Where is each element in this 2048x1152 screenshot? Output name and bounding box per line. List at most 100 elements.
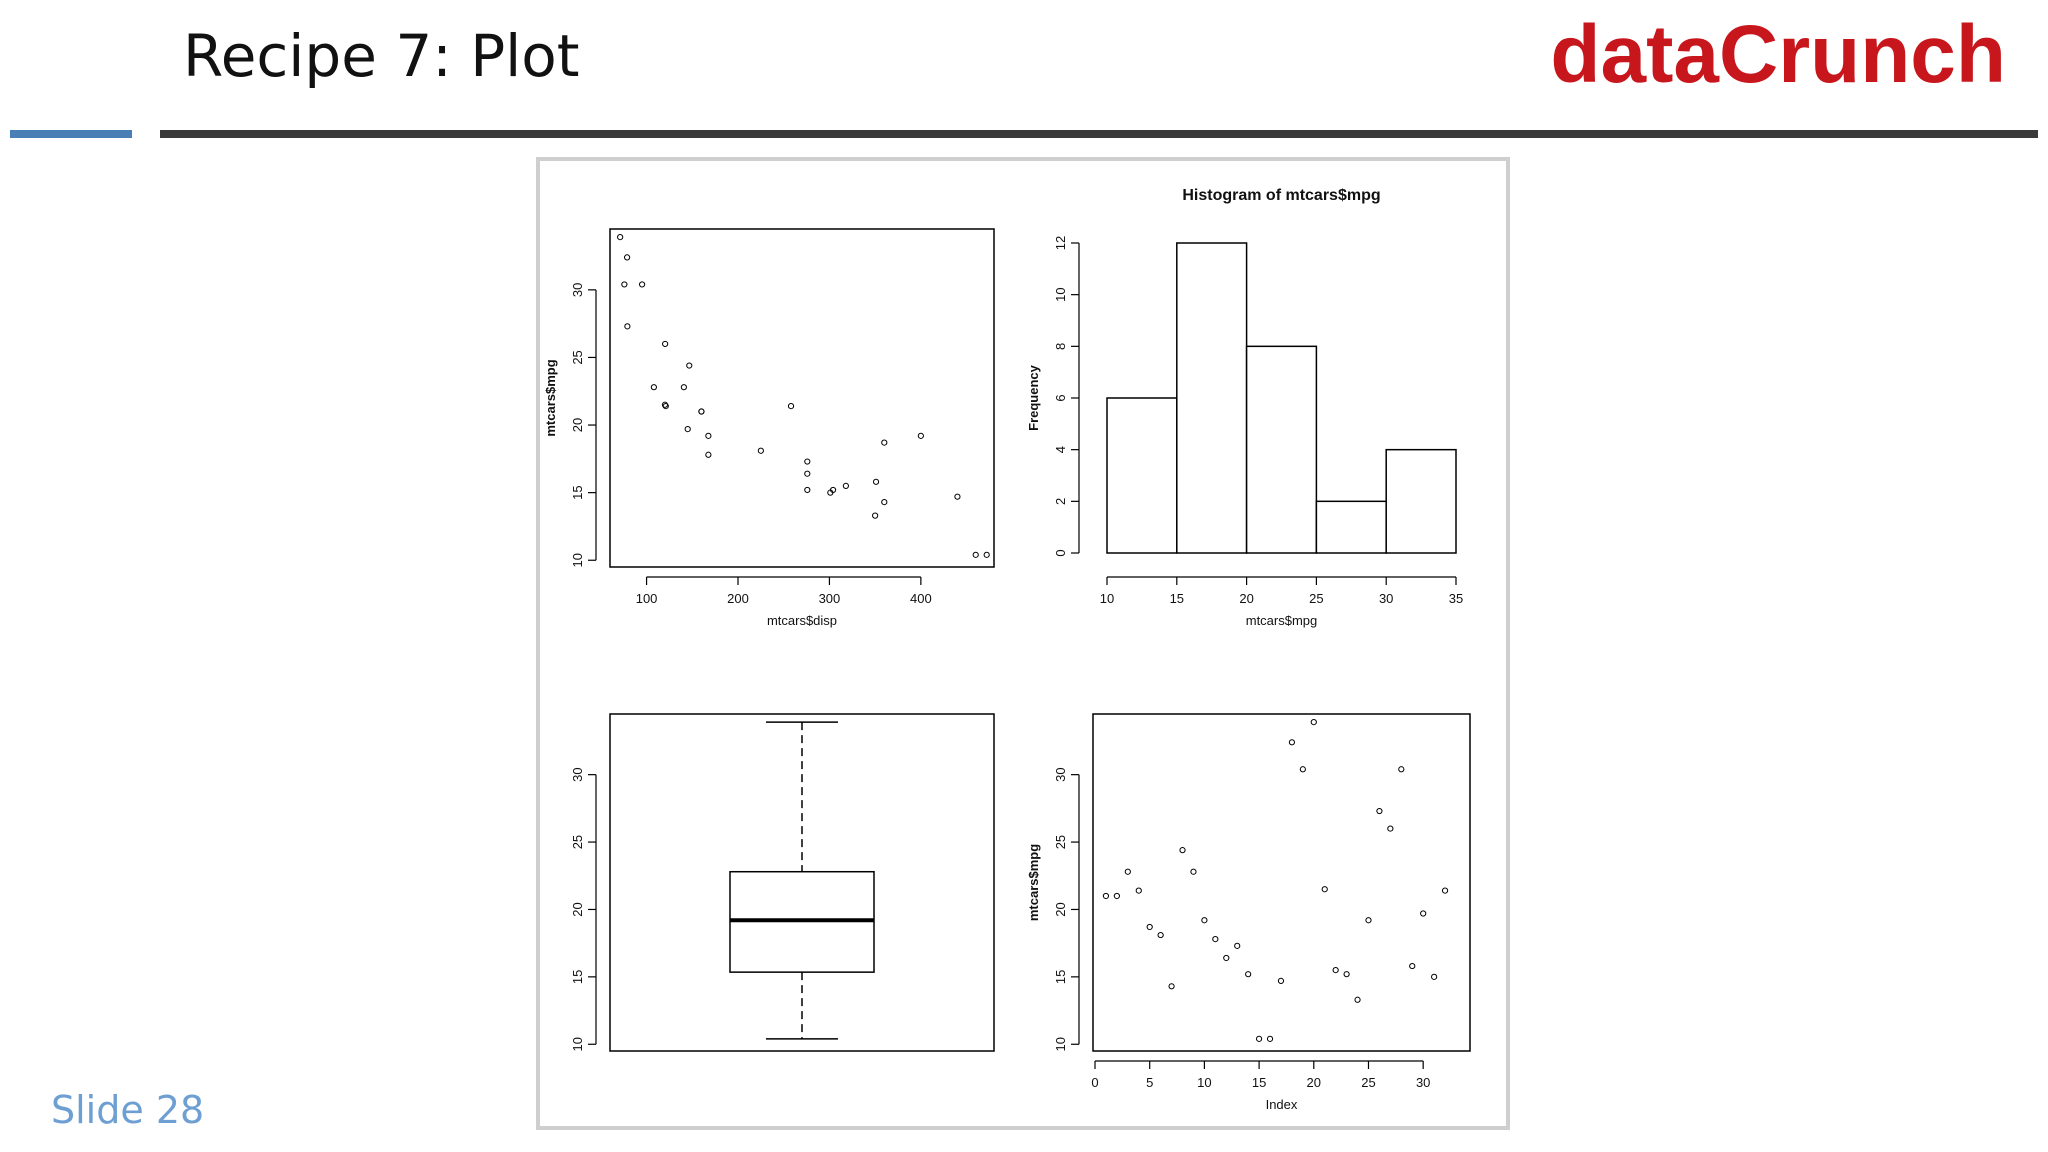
boxplot-y-tick-label: 20	[570, 902, 585, 916]
scatter-disp-point	[638, 281, 646, 288]
scatter-disp-point	[787, 403, 795, 410]
boxplot-plot-frame	[609, 713, 995, 1052]
histogram-y-tick-label: 12	[1053, 236, 1068, 250]
histogram-bar	[1106, 397, 1178, 554]
index-plot-point	[1343, 971, 1350, 978]
index-plot-x-axis-label: Index	[1266, 1097, 1298, 1112]
scatter-disp-point	[804, 470, 811, 477]
figure-canvas: 10 15 20 25 30 100 200 300 400 mtcars$disp mtcars$…	[543, 187, 1471, 1112]
index-plot-point	[1223, 954, 1230, 962]
index-plot-point	[1321, 886, 1328, 893]
scatter-disp-point	[872, 512, 879, 519]
index-plot-y-tick-label: 25	[1053, 835, 1068, 849]
histogram-x-tick-label: 20	[1239, 591, 1253, 606]
boxplot-y-tick-label: 15	[570, 970, 585, 984]
index-plot-point	[1420, 910, 1427, 917]
index-plot-point	[1190, 868, 1197, 875]
index-plot-y-tick-label: 10	[1053, 1037, 1068, 1051]
index-plot-point	[1102, 892, 1110, 900]
header-rule	[160, 130, 2038, 138]
index-plot-point	[1288, 739, 1296, 746]
index-plot-point	[1168, 983, 1175, 990]
index-plot-point	[1255, 1035, 1263, 1042]
index-plot-x-tick-label: 25	[1361, 1075, 1375, 1090]
index-plot-point	[1354, 996, 1361, 1003]
index-plot-point	[1146, 923, 1153, 931]
scatter-disp-point	[804, 486, 811, 494]
scatter-disp-point	[686, 362, 693, 369]
scatter-disp-y-tick-label: 15	[570, 485, 585, 499]
index-plot-point	[1310, 718, 1317, 726]
index-plot-point	[1201, 917, 1208, 924]
scatter-disp-y-tick-label: 30	[570, 283, 585, 297]
histogram-x-tick-label: 10	[1100, 591, 1114, 606]
index-plot-point	[1179, 847, 1186, 854]
scatter-disp-point	[621, 281, 628, 288]
scatter-disp-point	[680, 384, 687, 391]
scatter-disp-point	[983, 551, 990, 558]
scatter-disp-point	[684, 425, 691, 433]
scatter-disp-point	[757, 447, 764, 454]
index-plot-point	[1387, 825, 1394, 832]
index-plot-point	[1124, 868, 1131, 875]
scatter-disp-point	[881, 499, 888, 506]
index-plot-point	[1113, 892, 1120, 900]
scatter-disp-point	[617, 234, 624, 241]
scatter-disp-point	[872, 478, 880, 485]
index-plot-x-tick-label: 20	[1307, 1075, 1321, 1090]
index-plot-point	[1365, 917, 1372, 924]
index-plot-point	[1266, 1035, 1274, 1042]
index-plot-x-tick-label: 5	[1146, 1075, 1153, 1090]
histogram-x-tick-label: 35	[1449, 591, 1463, 606]
scatter-disp-x-axis-label: mtcars$disp	[767, 613, 837, 628]
histogram-bar	[1315, 500, 1387, 554]
header-rule-accent	[10, 130, 132, 138]
index-plot-point	[1157, 931, 1164, 939]
index-plot-y-tick-label: 30	[1053, 767, 1068, 781]
index-plot-point	[1299, 766, 1306, 773]
histogram-bar	[1176, 242, 1248, 554]
histogram-y-tick-label: 6	[1053, 394, 1068, 401]
index-plot-point	[1409, 962, 1416, 970]
index-plot-point	[1212, 936, 1219, 943]
index-plot-point	[1135, 887, 1142, 894]
index-plot-point	[1398, 766, 1405, 773]
slide-number: Slide 28	[51, 1088, 205, 1132]
scatter-disp-point	[623, 254, 631, 261]
scatter-disp-point	[954, 493, 961, 500]
histogram-y-tick-label: 8	[1053, 343, 1068, 350]
boxplot-y-tick-label: 25	[570, 835, 585, 849]
index-plot-point	[1234, 942, 1241, 949]
scatter-disp-y-tick-label: 20	[570, 418, 585, 432]
scatter-disp-point	[705, 432, 712, 439]
scatter-disp-point	[972, 551, 979, 558]
scatter-disp-x-tick-label: 200	[727, 591, 749, 606]
scatter-disp-point	[842, 482, 849, 489]
figure-frame: 10 15 20 25 30 100 200 300 400 mtcars$disp mtcars$…	[536, 157, 1510, 1130]
scatter-disp-point	[662, 403, 669, 410]
scatter-disp-point	[827, 489, 834, 496]
boxplot-y-tick-label: 10	[570, 1037, 585, 1051]
scatter-disp-y-axis-label: mtcars$mpg	[543, 359, 558, 436]
index-plot-y-tick-label: 15	[1053, 970, 1068, 984]
boxplot-y-tick-label: 30	[570, 767, 585, 781]
histogram-x-tick-label: 15	[1170, 591, 1184, 606]
histogram-bar	[1385, 448, 1457, 554]
index-plot-point	[1332, 967, 1339, 974]
index-plot-x-tick-label: 10	[1197, 1075, 1211, 1090]
scatter-disp-point	[650, 384, 657, 391]
scatter-disp-point	[624, 323, 631, 330]
index-plot-point	[1376, 807, 1383, 815]
histogram-y-axis-label: Frequency	[1026, 364, 1041, 431]
scatter-disp-point	[698, 408, 705, 415]
histogram-y-tick-label: 10	[1053, 287, 1068, 301]
scatter-disp-point	[881, 439, 888, 446]
histogram-bar	[1245, 345, 1318, 554]
index-plot-x-tick-label: 15	[1252, 1075, 1266, 1090]
histogram-x-tick-label: 25	[1309, 591, 1323, 606]
scatter-disp-x-tick-label: 400	[910, 591, 932, 606]
histogram-x-tick-label: 30	[1379, 591, 1393, 606]
scatter-disp-point	[705, 451, 712, 458]
scatter-disp-x-tick-label: 300	[819, 591, 841, 606]
scatter-disp-x-tick-label: 100	[636, 591, 658, 606]
